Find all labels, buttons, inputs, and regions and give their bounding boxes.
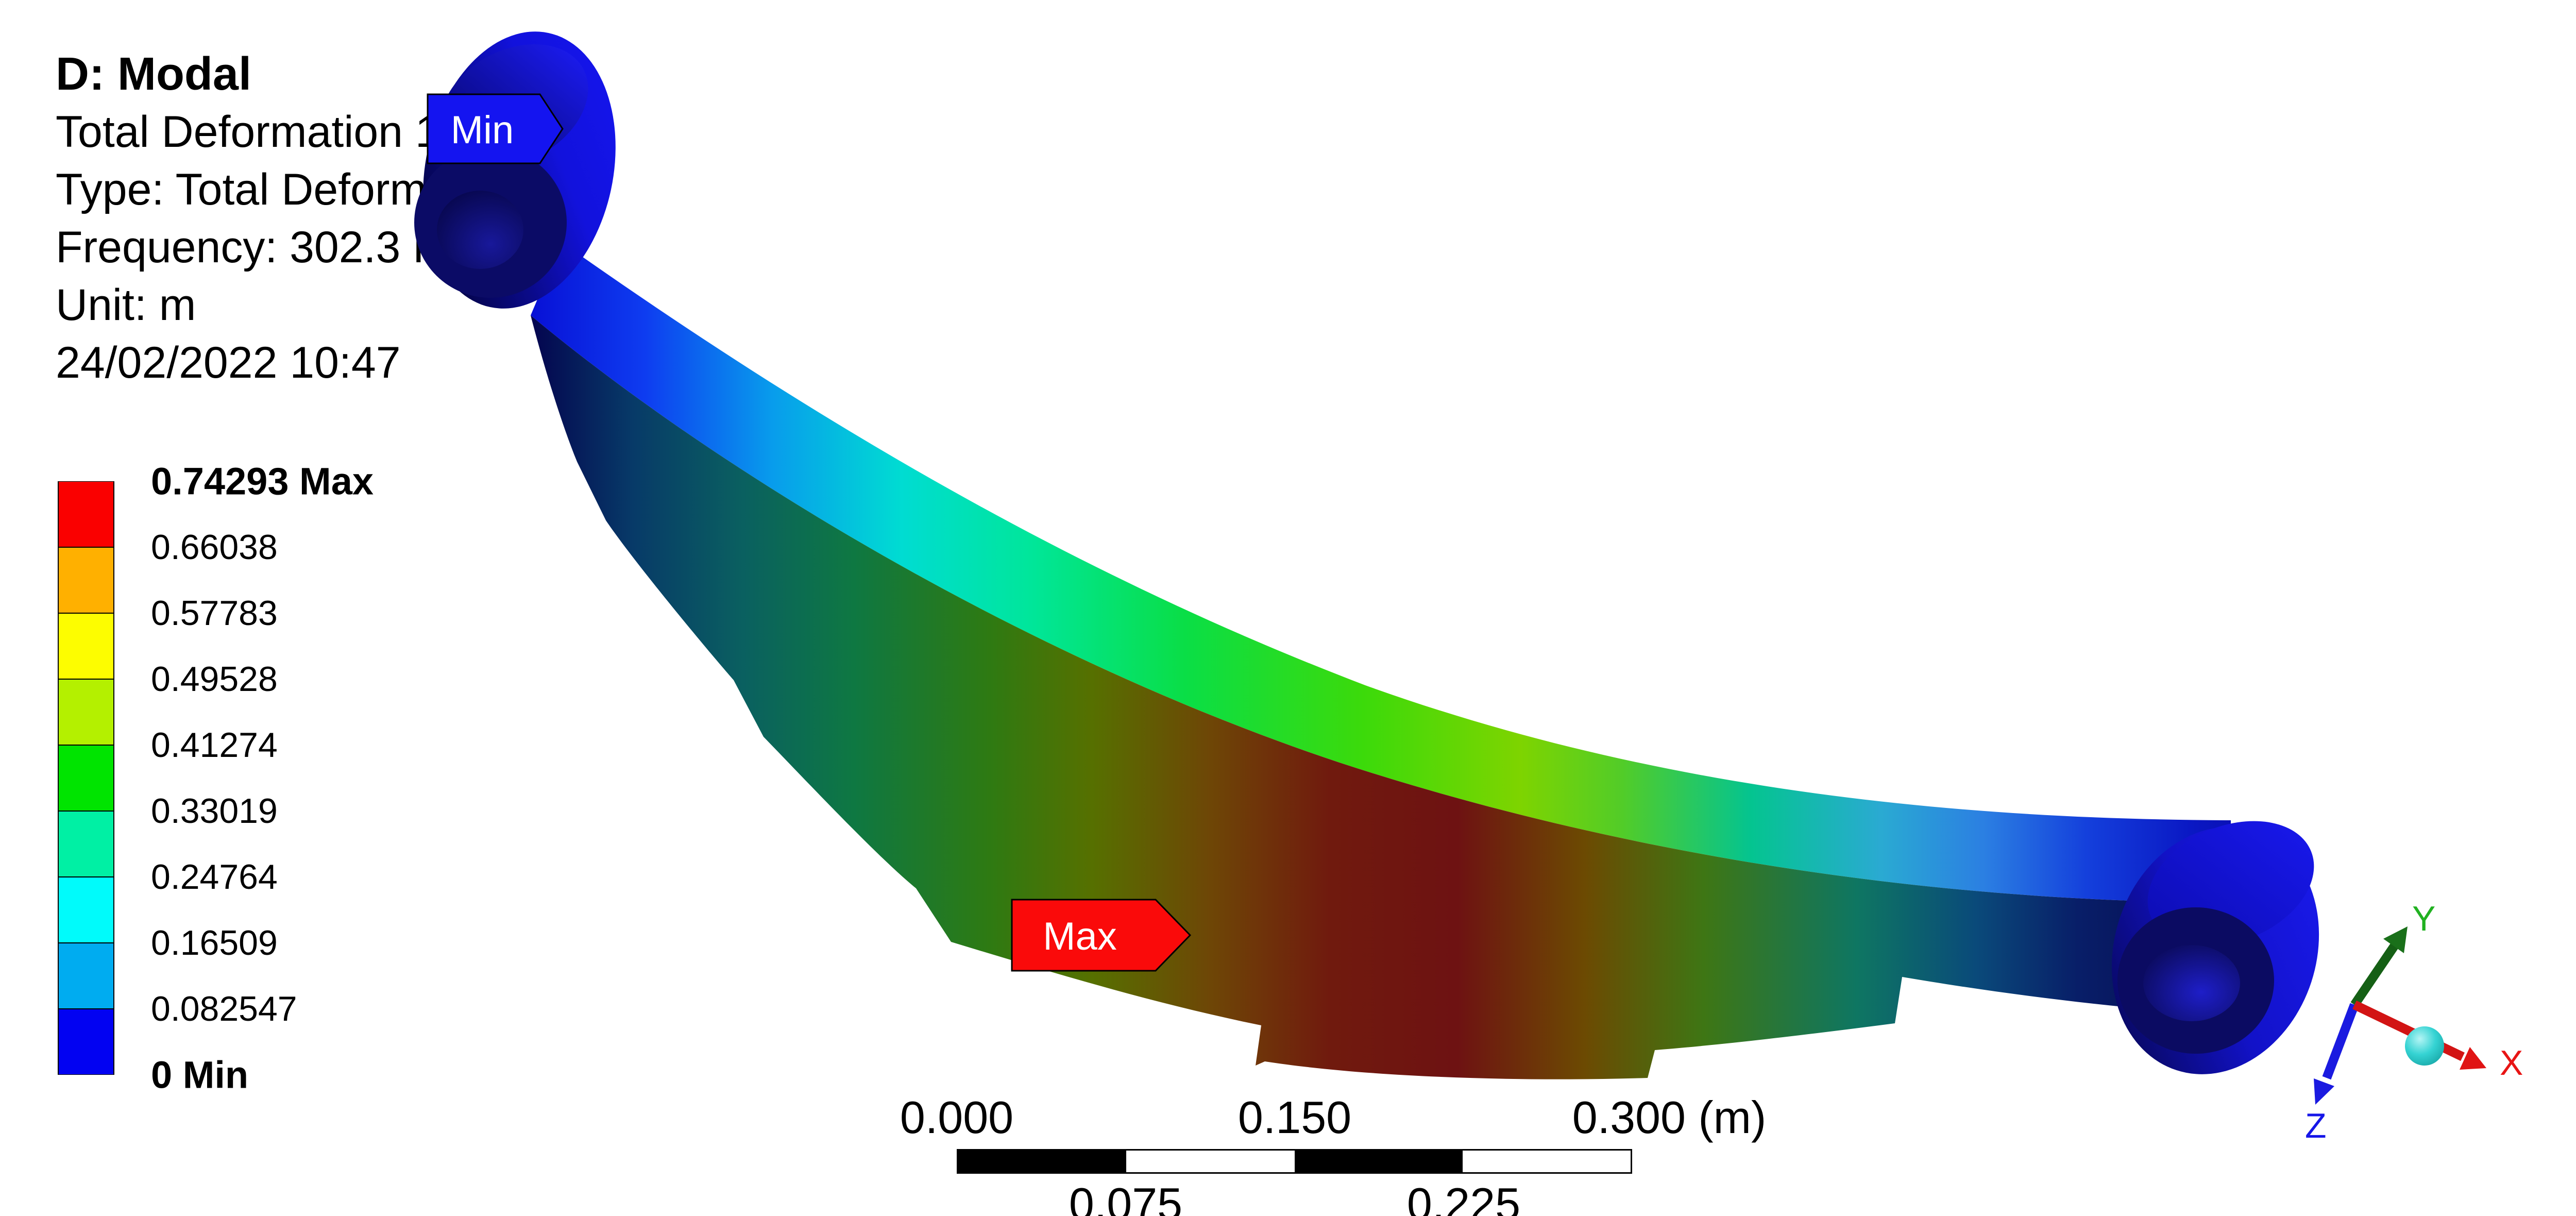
scale-ruler: 0.000 0.150 0.300 (m) 0.075 0.225 xyxy=(900,1091,1766,1216)
max-flag-label: Max xyxy=(1043,915,1117,958)
result-frequency: Frequency: 302.3 Hz xyxy=(56,223,467,272)
ruler-label-0: 0.000 xyxy=(900,1092,1014,1143)
x-axis-label: X xyxy=(2500,1043,2523,1083)
legend-band-5 xyxy=(58,811,114,877)
leaf-spring-top-surface[interactable] xyxy=(531,242,2231,903)
legend-value-3: 0.49528 xyxy=(151,660,278,699)
legend-band-8 xyxy=(58,1009,114,1075)
ruler-segment-1 xyxy=(1126,1151,1295,1172)
legend-colorbar xyxy=(58,481,114,1075)
right-eye-hole xyxy=(2143,945,2240,1021)
result-timestamp: 24/02/2022 10:47 xyxy=(56,338,401,387)
z-axis-arrowhead xyxy=(2314,1078,2334,1105)
legend-band-3 xyxy=(58,679,114,745)
ruler-label-150: 0.150 xyxy=(1238,1092,1352,1143)
ruler-segment-3 xyxy=(1462,1151,1631,1172)
ruler-label-300: 0.300 (m) xyxy=(1572,1092,1767,1143)
result-info-block: D: Modal Total Deformation 1 Type: Total… xyxy=(56,45,523,392)
legend-value-8: 0.082547 xyxy=(151,989,297,1028)
legend-value-1: 0.66038 xyxy=(151,528,278,567)
legend-value-5: 0.33019 xyxy=(151,791,278,831)
left-eye-hole xyxy=(437,191,523,269)
y-axis-arrowhead xyxy=(2383,926,2408,953)
y-axis-label: Y xyxy=(2412,899,2435,938)
legend-value-2: 0.57783 xyxy=(151,594,278,633)
ruler-label-075: 0.075 xyxy=(1069,1178,1183,1216)
legend-band-7 xyxy=(58,943,114,1009)
ruler-segment-2 xyxy=(1294,1151,1463,1172)
ruler-segment-0 xyxy=(958,1151,1127,1172)
legend-band-2 xyxy=(58,613,114,679)
ruler-label-225: 0.225 xyxy=(1406,1178,1521,1216)
legend-band-6 xyxy=(58,877,114,943)
triad-origin-sphere xyxy=(2405,1026,2444,1066)
legend-value-9: 0 Min xyxy=(151,1053,249,1096)
legend-band-1 xyxy=(58,547,114,613)
legend-value-4: 0.41274 xyxy=(151,725,278,765)
x-axis-arrowhead xyxy=(2460,1047,2486,1070)
coordinate-triad[interactable]: X Y Z xyxy=(2305,899,2523,1145)
leaf-spring-front-face[interactable] xyxy=(531,315,2231,1079)
legend-band-4 xyxy=(58,745,114,811)
legend-band-0 xyxy=(58,481,114,547)
ruler-bar xyxy=(957,1149,1632,1174)
right-spring-eye[interactable] xyxy=(2080,798,2350,1101)
legend-value-6: 0.24764 xyxy=(151,857,278,897)
result-name: Total Deformation 1 xyxy=(56,107,440,157)
result-unit: Unit: m xyxy=(56,280,196,330)
min-flag[interactable]: Min xyxy=(427,93,564,164)
legend-value-7: 0.16509 xyxy=(151,923,278,962)
max-flag[interactable]: Max xyxy=(1011,899,1192,972)
analysis-title: D: Modal xyxy=(56,48,251,100)
z-axis-label: Z xyxy=(2305,1106,2327,1145)
legend-value-0: 0.74293 Max xyxy=(151,460,374,503)
min-flag-label: Min xyxy=(451,108,514,152)
